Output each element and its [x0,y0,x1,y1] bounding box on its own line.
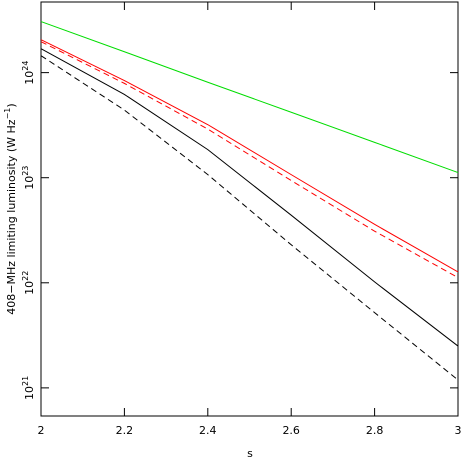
series-line [40,21,459,174]
y-tick-label: 1023 [21,166,37,190]
plot-frame [40,1,459,417]
series-line [40,48,459,347]
x-tick-label: 2.2 [116,424,134,437]
x-tick-label: 2 [38,424,45,437]
x-tick-label: 2.4 [199,424,217,437]
x-tick-label: 2.8 [366,424,384,437]
x-axis-label: s [247,447,253,460]
y-tick-label: 1024 [21,61,37,85]
series-line [40,55,459,381]
y-tick-label: 1022 [21,271,37,295]
y-axis-label: 408−MHz limiting luminosity (W Hz−1) [3,103,19,314]
y-tick-label: 1021 [21,376,37,400]
x-tick-label: 3 [455,424,462,437]
x-tick-label: 2.6 [282,424,300,437]
series-line [40,41,459,279]
series-line [40,39,459,273]
